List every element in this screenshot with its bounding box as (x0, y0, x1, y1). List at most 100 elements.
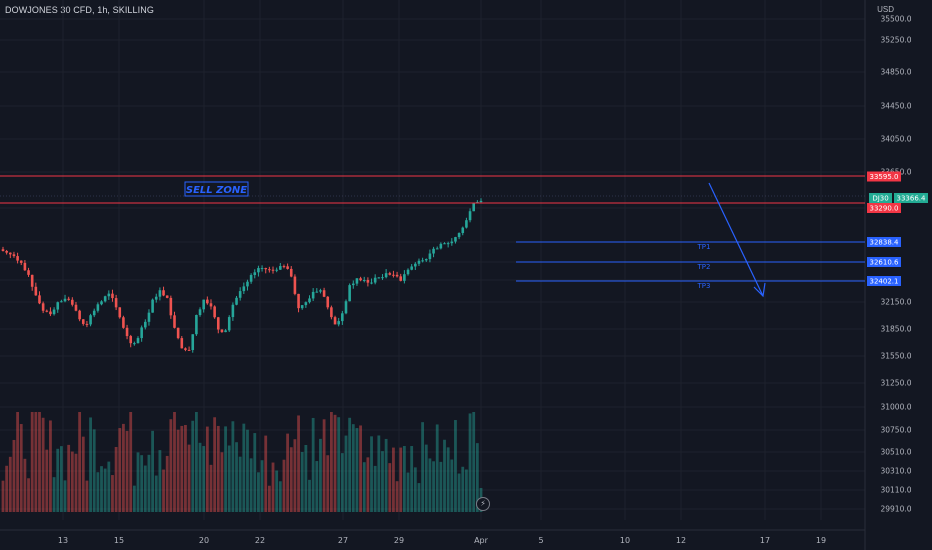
tp3-price-badge (867, 276, 901, 286)
volume-bar (373, 465, 377, 512)
volume-bar (475, 443, 479, 512)
candle-body (140, 327, 143, 339)
volume-bar (271, 462, 275, 512)
volume-bar (187, 444, 191, 512)
date-tick-label: 19 (816, 536, 826, 545)
candle-body (71, 299, 74, 305)
volume-bar (257, 472, 260, 512)
candle-body (446, 243, 450, 245)
candle-body (403, 274, 406, 281)
candle-body (479, 200, 483, 203)
volume-bar (304, 445, 308, 512)
candle-body (154, 296, 158, 300)
price-tick-label: 31550.0 (880, 352, 911, 361)
volume-bar (114, 447, 118, 512)
volume-bar (45, 449, 49, 512)
candle-body (359, 278, 362, 281)
volume-bar (111, 475, 114, 512)
volume-bar (89, 417, 92, 512)
candle-body (195, 315, 198, 335)
volume-bar (286, 433, 290, 512)
candle-body (461, 227, 465, 234)
candle-body (158, 290, 162, 297)
price-tick-label: 35250.0 (880, 36, 911, 45)
candle-body (56, 302, 60, 310)
candle-body (337, 321, 340, 325)
volume-bar (461, 466, 465, 512)
volume-bar (202, 446, 206, 512)
candle-body (23, 262, 27, 271)
candle-body (41, 303, 45, 311)
volume-bar (333, 414, 337, 512)
volume-bar (260, 460, 264, 512)
price-tick-label: 30310.0 (880, 467, 911, 476)
candle-body (147, 312, 151, 322)
candle-body (454, 237, 457, 242)
volume-bar (16, 412, 19, 512)
candle-body (227, 317, 231, 331)
volume-bar (38, 412, 41, 512)
volume-bar (468, 413, 472, 512)
candle-body (366, 279, 370, 283)
volume-bar (78, 412, 82, 512)
volume-bar (67, 444, 71, 512)
price-tick-label: 30750.0 (880, 426, 911, 435)
candle-body (351, 283, 355, 286)
volume-bar (59, 446, 63, 512)
candle-body (107, 293, 111, 297)
volume-bar (329, 412, 333, 512)
volume-bar (125, 430, 129, 512)
candle-body (439, 243, 443, 249)
candle-body (410, 266, 413, 270)
candle-body (424, 259, 428, 261)
volume-bar (184, 424, 187, 512)
volume-bar (147, 454, 151, 512)
flash-icon[interactable]: ⚡ (476, 497, 490, 511)
candle-body (96, 304, 100, 311)
candle-body (92, 310, 96, 316)
candle-body (27, 270, 30, 275)
candle-body (311, 291, 315, 299)
volume-bar (249, 458, 253, 512)
candle-body (151, 299, 154, 313)
candle-body (392, 274, 395, 276)
volume-bar (216, 425, 220, 512)
volume-bar (56, 448, 60, 512)
candle-body (81, 319, 85, 324)
volume-bar (388, 463, 392, 512)
volume-bar (355, 428, 359, 512)
candle-body (78, 310, 81, 320)
volume-bar (209, 464, 213, 512)
volume-bar (19, 424, 23, 512)
tp1-price-badge (867, 237, 901, 247)
volume-bar (231, 421, 235, 512)
candle-body (264, 268, 268, 270)
candle-body (395, 274, 399, 277)
sell-zone-box (184, 181, 249, 197)
candle-body (118, 307, 122, 318)
candle-body (465, 220, 468, 228)
volume-bar (293, 439, 297, 512)
price-tick-label: 32150.0 (880, 298, 911, 307)
candle-body (384, 273, 388, 278)
candle-body (100, 301, 103, 305)
candle-body (136, 338, 140, 344)
volume-bar (227, 445, 231, 512)
price-tick-label: 34450.0 (880, 102, 911, 111)
candle-body (111, 293, 114, 299)
candle-body (279, 266, 282, 270)
candle-body (12, 254, 16, 257)
candle-body (34, 286, 38, 296)
chart-title: DOWJONES 30 CFD, 1h, SKILLING (5, 5, 154, 15)
volume-bar (194, 412, 198, 512)
volume-bar (457, 473, 461, 512)
volume-bar (103, 468, 107, 512)
candle-body (246, 281, 249, 287)
volume-bar (370, 436, 373, 512)
candle-body (297, 293, 300, 309)
candle-body (348, 285, 351, 302)
volume-bar (136, 452, 140, 512)
volume-bar (132, 485, 136, 512)
volume-bar (446, 447, 450, 512)
